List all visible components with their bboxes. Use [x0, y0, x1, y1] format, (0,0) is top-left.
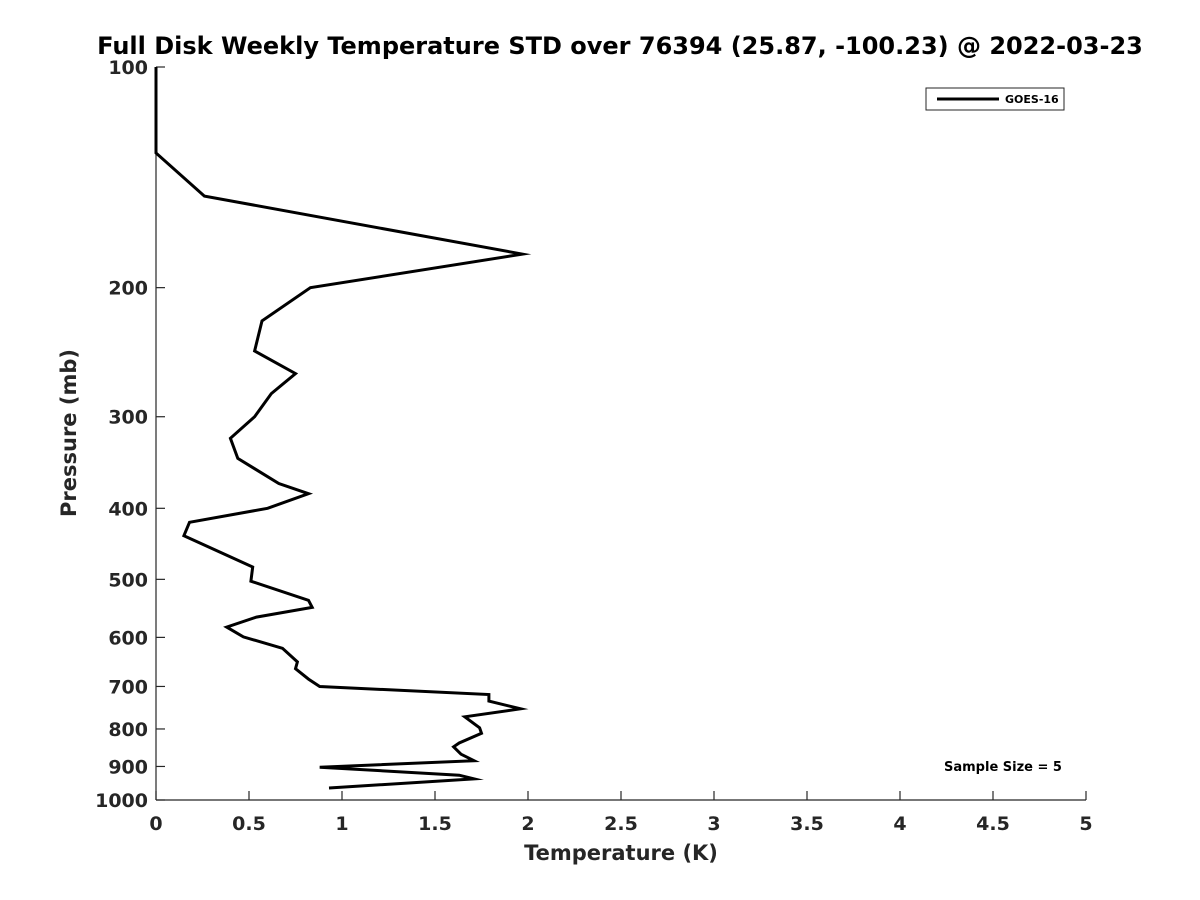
x-tick-label: 0	[149, 813, 162, 835]
x-tick-label: 3	[707, 813, 720, 835]
series-line-goes-16	[154, 67, 532, 790]
x-tick-label: 4	[893, 813, 906, 835]
sample-size-annotation: Sample Size = 5	[944, 760, 1062, 775]
x-tick-label: 1.5	[418, 813, 452, 835]
y-axis-label: Pressure (mb)	[57, 349, 81, 517]
y-tick-label: 300	[108, 407, 148, 429]
legend-label-goes-16: GOES-16	[1005, 93, 1059, 106]
x-tick-label: 5	[1079, 813, 1092, 835]
y-tick-label: 500	[108, 569, 148, 591]
y-tick-label: 900	[108, 756, 148, 778]
y-ticks: 100 200 300 400 500 600 700 800 900 1000	[95, 57, 165, 812]
y-tick-label: 600	[108, 627, 148, 649]
x-tick-label: 2	[521, 813, 534, 835]
y-tick-label: 200	[108, 278, 148, 300]
y-tick-label: 800	[108, 719, 148, 741]
chart-title: Full Disk Weekly Temperature STD over 76…	[97, 32, 1143, 60]
y-tick-label: 1000	[95, 790, 148, 812]
legend: GOES-16	[925, 87, 1065, 111]
x-axis-label: Temperature (K)	[524, 841, 718, 865]
axes	[155, 67, 1086, 801]
y-tick-label: 400	[108, 498, 148, 520]
x-tick-label: 3.5	[790, 813, 824, 835]
x-tick-label: 4.5	[976, 813, 1010, 835]
x-tick-label: 0.5	[232, 813, 266, 835]
series-layer	[154, 67, 532, 790]
x-tick-label: 1	[335, 813, 348, 835]
y-tick-label: 700	[108, 676, 148, 698]
x-ticks: 0 0.5 1 1.5 2 2.5 3 3.5 4 4.5 5	[149, 791, 1093, 835]
x-tick-label: 2.5	[604, 813, 638, 835]
y-tick-label: 100	[108, 57, 148, 79]
